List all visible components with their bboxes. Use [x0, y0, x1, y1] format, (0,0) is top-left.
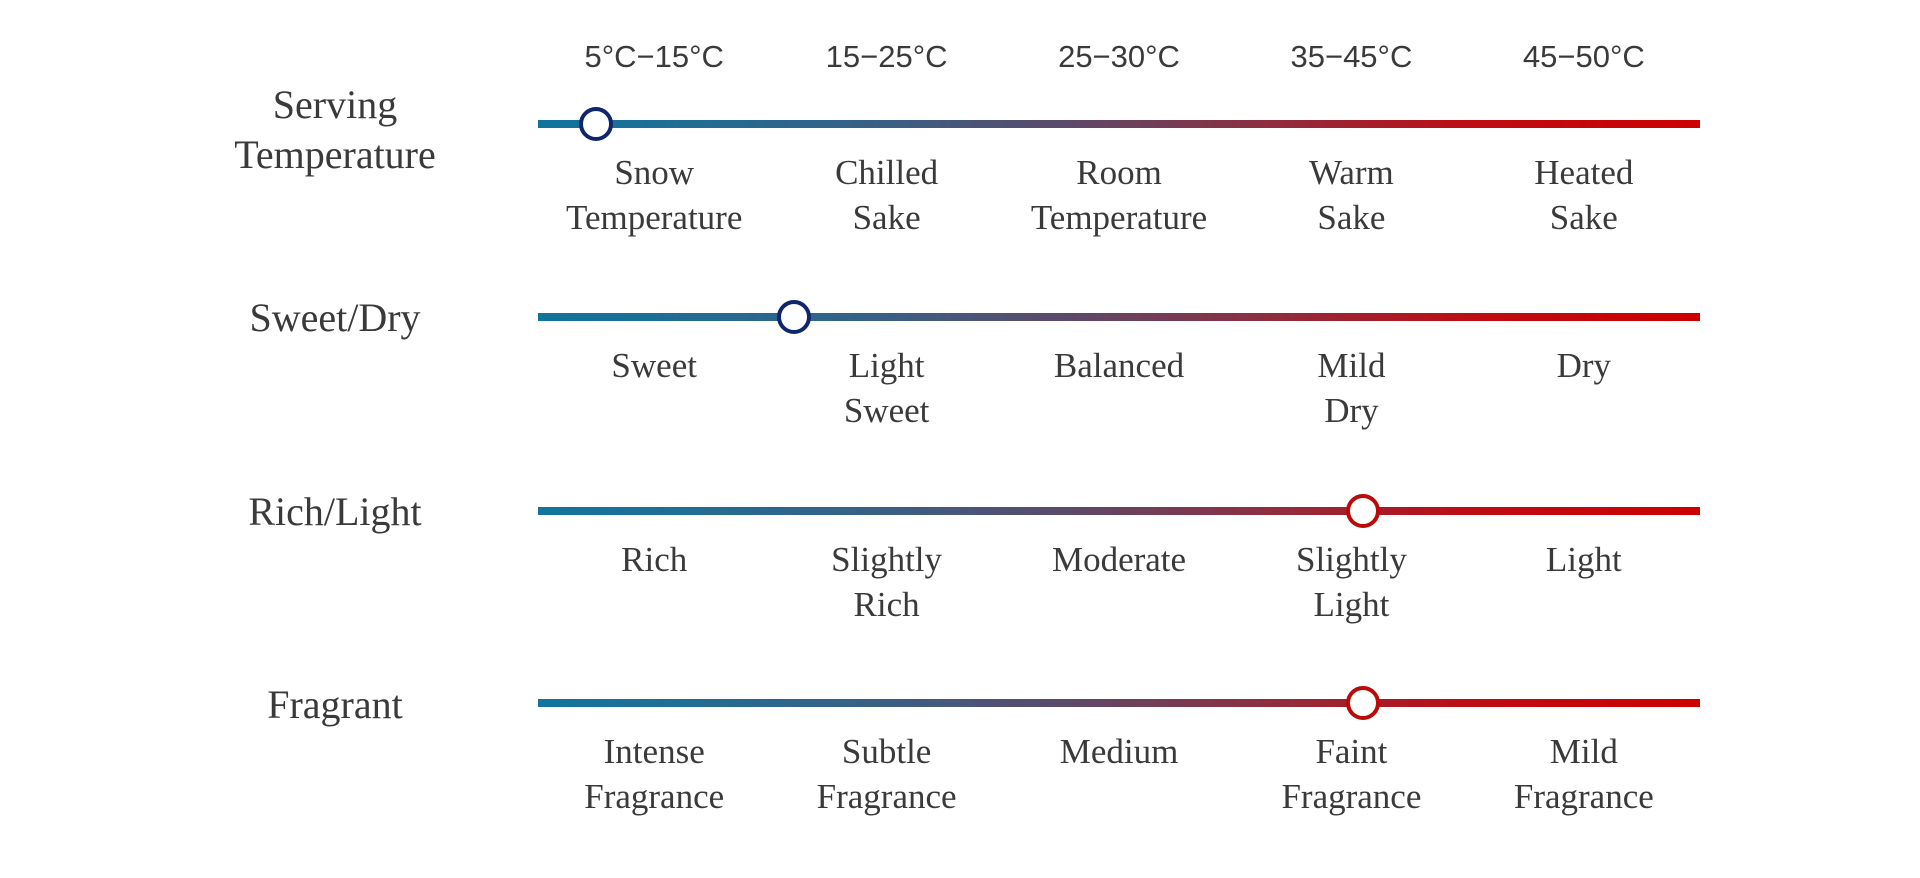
scale-label-1: Slightly Rich: [831, 540, 943, 624]
scale-label-3: Mild Dry: [1317, 346, 1386, 430]
scale-label-4: Heated Sake: [1534, 153, 1634, 237]
row-label-serving-temperature: Serving Temperature: [234, 82, 436, 177]
scale-label-4: Mild Fragrance: [1513, 732, 1654, 816]
scale-label-4: Dry: [1556, 346, 1612, 385]
axis-tick-1: 15−25°C: [825, 39, 948, 74]
scale-label-1: Chilled Sake: [835, 153, 939, 237]
slider-track[interactable]: [538, 507, 1700, 515]
scale-labels-serving-temperature: Snow Temperature Chilled Sake Room Temperat…: [538, 150, 1700, 240]
scale-labels-rich-light: Rich Slightly Rich Moderate Slightly Light…: [538, 537, 1700, 627]
slider-track[interactable]: [538, 313, 1700, 321]
scale-label-0: Sweet: [611, 346, 697, 385]
scale-label-0: Snow Temperature: [566, 153, 743, 237]
axis-tick-0: 5°C−15°C: [584, 39, 724, 74]
slider-knob-serving-temperature[interactable]: [579, 107, 614, 141]
scale-label-3: Warm Sake: [1309, 153, 1394, 237]
slider-track[interactable]: [538, 120, 1700, 128]
scale-label-2: Balanced: [1053, 346, 1185, 385]
temperature-axis-ticks: 5°C−15°C 15−25°C 25−30°C 35−45°C 45−50°C: [538, 40, 1700, 74]
scale-label-0: Rich: [621, 540, 688, 579]
scale-label-0: Intense Fragrance: [584, 732, 725, 816]
row-label-sweet-dry: Sweet/Dry: [249, 295, 421, 340]
axis-tick-4: 45−50°C: [1522, 39, 1645, 74]
slider-knob-fragrant[interactable]: [1346, 686, 1381, 720]
scale-label-3: Faint Fragrance: [1281, 732, 1422, 816]
slider-knob-rich-light[interactable]: [1346, 494, 1381, 528]
scale-labels-sweet-dry: Sweet Light Sweet Balanced Mild Dry Dry: [538, 343, 1700, 433]
scale-label-2: Moderate: [1051, 540, 1187, 579]
scale-label-3: Slightly Light: [1295, 540, 1407, 624]
scale-label-1: Subtle Fragrance: [816, 732, 957, 816]
scale-label-4: Light: [1545, 540, 1622, 579]
row-label-fragrant: Fragrant: [267, 682, 403, 727]
slider-knob-sweet-dry[interactable]: [776, 300, 811, 334]
scale-label-2: Medium: [1059, 732, 1179, 771]
axis-tick-2: 25−30°C: [1058, 39, 1180, 74]
slider-track[interactable]: [538, 699, 1700, 707]
axis-tick-3: 35−45°C: [1290, 39, 1413, 74]
scale-label-2: Room Temperature: [1030, 153, 1208, 237]
scale-labels-fragrant: Intense Fragrance Subtle Fragrance Medium …: [538, 729, 1700, 819]
scale-label-1: Light Sweet: [843, 346, 930, 430]
row-label-rich-light: Rich/Light: [248, 489, 422, 534]
